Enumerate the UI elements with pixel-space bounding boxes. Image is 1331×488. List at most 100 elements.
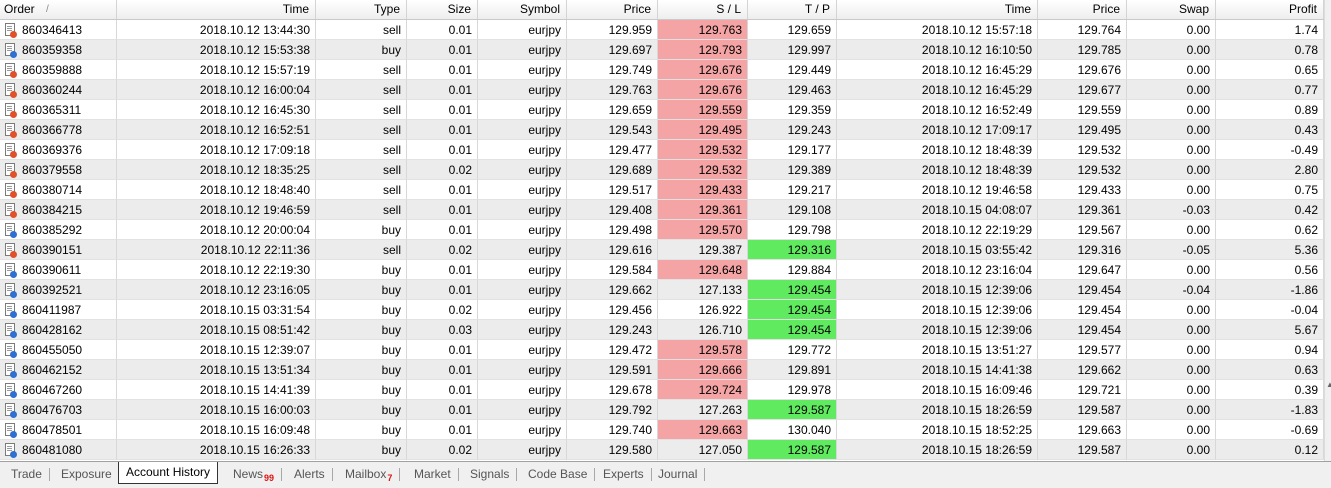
column-header-close-time[interactable]: Time bbox=[837, 0, 1038, 19]
column-header-label: T / P bbox=[804, 2, 830, 16]
order-number: 860467260 bbox=[22, 383, 83, 397]
cell-type: sell bbox=[316, 20, 407, 40]
tab-trade[interactable]: Trade bbox=[4, 464, 50, 484]
scroll-arrow-icon[interactable]: ▲ bbox=[1326, 380, 1331, 389]
tab-exposure[interactable]: Exposure bbox=[54, 464, 120, 484]
cell-take-profit: 129.463 bbox=[748, 80, 837, 100]
cell-open-time: 2018.10.15 16:26:33 bbox=[117, 440, 316, 460]
cell-open-price: 129.689 bbox=[567, 160, 658, 180]
cell-order: 860428162 bbox=[0, 320, 117, 340]
cell-order: 860384215 bbox=[0, 200, 117, 220]
tab-experts[interactable]: Experts bbox=[596, 464, 652, 484]
tab-label: Mailbox bbox=[345, 467, 387, 481]
cell-open-time: 2018.10.12 16:00:04 bbox=[117, 80, 316, 100]
cell-open-price: 129.472 bbox=[567, 340, 658, 360]
table-row[interactable]: 860380714 2018.10.12 18:48:40 sell 0.01 eurj… bbox=[0, 180, 1324, 200]
table-row[interactable]: 860455050 2018.10.15 12:39:07 buy 0.01 eurjp… bbox=[0, 340, 1324, 360]
cell-take-profit: 129.978 bbox=[748, 380, 837, 400]
cell-take-profit: 129.217 bbox=[748, 180, 837, 200]
table-row[interactable]: 860390151 2018.10.12 22:11:36 sell 0.02 eurj… bbox=[0, 240, 1324, 260]
table-row[interactable]: 860384215 2018.10.12 19:46:59 sell 0.01 eurj… bbox=[0, 200, 1324, 220]
cell-close-price: 129.559 bbox=[1038, 100, 1127, 120]
cell-take-profit: 129.243 bbox=[748, 120, 837, 140]
cell-profit: 0.42 bbox=[1216, 200, 1324, 220]
cell-size: 0.01 bbox=[407, 380, 478, 400]
table-row[interactable]: 860369376 2018.10.12 17:09:18 sell 0.01 eurj… bbox=[0, 140, 1324, 160]
cell-open-price: 129.243 bbox=[567, 320, 658, 340]
column-header-close-price[interactable]: Price bbox=[1038, 0, 1127, 19]
column-header-take-profit[interactable]: T / P bbox=[748, 0, 837, 19]
order-number: 860428162 bbox=[22, 323, 83, 337]
cell-swap: 0.00 bbox=[1127, 380, 1216, 400]
order-document-icon bbox=[5, 363, 17, 378]
column-header-symbol[interactable]: Symbol bbox=[478, 0, 567, 19]
table-row[interactable]: 860411987 2018.10.15 03:31:54 buy 0.02 eurjp… bbox=[0, 300, 1324, 320]
table-row[interactable]: 860359358 2018.10.12 15:53:38 buy 0.01 eurjp… bbox=[0, 40, 1324, 60]
table-row[interactable]: 860481080 2018.10.15 16:26:33 buy 0.02 eurjp… bbox=[0, 440, 1324, 460]
cell-close-price: 129.662 bbox=[1038, 360, 1127, 380]
table-row[interactable]: 860365311 2018.10.12 16:45:30 sell 0.01 eurj… bbox=[0, 100, 1324, 120]
tab-news[interactable]: News99 bbox=[226, 464, 283, 484]
cell-open-price: 129.584 bbox=[567, 260, 658, 280]
column-header-label: Swap bbox=[1178, 2, 1209, 16]
cell-profit: -0.49 bbox=[1216, 140, 1324, 160]
cell-close-price: 129.721 bbox=[1038, 380, 1127, 400]
column-header-order[interactable]: Order / bbox=[0, 0, 117, 19]
table-row[interactable]: 860478501 2018.10.15 16:09:48 buy 0.01 eurjp… bbox=[0, 420, 1324, 440]
tab-label: News bbox=[233, 467, 264, 481]
column-header-size[interactable]: Size bbox=[407, 0, 478, 19]
cell-open-time: 2018.10.12 13:44:30 bbox=[117, 20, 316, 40]
cell-stop-loss: 129.495 bbox=[658, 120, 748, 140]
order-number: 860380714 bbox=[22, 183, 83, 197]
table-row[interactable]: 860462152 2018.10.15 13:51:34 buy 0.01 eurjp… bbox=[0, 360, 1324, 380]
cell-swap: 0.00 bbox=[1127, 120, 1216, 140]
table-row[interactable]: 860476703 2018.10.15 16:00:03 buy 0.01 eurjp… bbox=[0, 400, 1324, 420]
tab-market[interactable]: Market bbox=[407, 464, 459, 484]
table-row[interactable]: 860346413 2018.10.12 13:44:30 sell 0.01 eurj… bbox=[0, 20, 1324, 40]
tab-journal[interactable]: Journal bbox=[651, 464, 706, 484]
sort-indicator-icon: / bbox=[46, 4, 49, 15]
order-document-icon bbox=[5, 183, 17, 198]
table-row[interactable]: 860467260 2018.10.15 14:41:39 buy 0.01 eurjp… bbox=[0, 380, 1324, 400]
vertical-scrollbar[interactable]: ▲ bbox=[1324, 0, 1331, 461]
tab-label: Trade bbox=[11, 467, 42, 481]
column-header-type[interactable]: Type bbox=[316, 0, 407, 19]
tab-account-history[interactable]: Account History bbox=[118, 462, 219, 484]
cell-open-time: 2018.10.12 19:46:59 bbox=[117, 200, 316, 220]
cell-close-price: 129.567 bbox=[1038, 220, 1127, 240]
table-row[interactable]: 860392521 2018.10.12 23:16:05 buy 0.01 eurjp… bbox=[0, 280, 1324, 300]
column-header-open-time[interactable]: Time bbox=[117, 0, 316, 19]
cell-close-time: 2018.10.15 04:08:07 bbox=[837, 200, 1038, 220]
order-document-icon bbox=[5, 343, 17, 358]
cell-profit: -0.04 bbox=[1216, 300, 1324, 320]
tab-label: Journal bbox=[658, 467, 698, 481]
tab-label: Market bbox=[414, 467, 451, 481]
table-row[interactable]: 860359888 2018.10.12 15:57:19 sell 0.01 eurj… bbox=[0, 60, 1324, 80]
table-row[interactable]: 860390611 2018.10.12 22:19:30 buy 0.01 eurjp… bbox=[0, 260, 1324, 280]
buy-badge-icon bbox=[10, 231, 17, 238]
table-row[interactable]: 860366778 2018.10.12 16:52:51 sell 0.01 eurj… bbox=[0, 120, 1324, 140]
tab-alerts[interactable]: Alerts bbox=[287, 464, 333, 484]
column-header-label: Size bbox=[447, 2, 471, 16]
order-document-icon bbox=[5, 103, 17, 118]
tab-code-base[interactable]: Code Base bbox=[521, 464, 596, 484]
tab-mailbox[interactable]: Mailbox7 bbox=[338, 464, 401, 484]
column-header-swap[interactable]: Swap bbox=[1127, 0, 1216, 19]
column-header-profit[interactable]: Profit bbox=[1216, 0, 1324, 19]
table-row[interactable]: 860379558 2018.10.12 18:35:25 sell 0.02 eurj… bbox=[0, 160, 1324, 180]
cell-profit: 0.63 bbox=[1216, 360, 1324, 380]
table-row[interactable]: 860428162 2018.10.15 08:51:42 buy 0.03 eurjp… bbox=[0, 320, 1324, 340]
cell-stop-loss: 127.133 bbox=[658, 280, 748, 300]
cell-swap: 0.00 bbox=[1127, 160, 1216, 180]
cell-type: sell bbox=[316, 140, 407, 160]
tab-signals[interactable]: Signals bbox=[463, 464, 518, 484]
table-row[interactable]: 860360244 2018.10.12 16:00:04 sell 0.01 eurj… bbox=[0, 80, 1324, 100]
cell-take-profit: 129.997 bbox=[748, 40, 837, 60]
cell-open-price: 129.591 bbox=[567, 360, 658, 380]
table-row[interactable]: 860385292 2018.10.12 20:00:04 buy 0.01 eurjp… bbox=[0, 220, 1324, 240]
cell-close-time: 2018.10.12 16:10:50 bbox=[837, 40, 1038, 60]
cell-type: buy bbox=[316, 420, 407, 440]
column-header-label: Order bbox=[4, 2, 35, 16]
column-header-open-price[interactable]: Price bbox=[567, 0, 658, 19]
column-header-stop-loss[interactable]: S / L bbox=[658, 0, 748, 19]
